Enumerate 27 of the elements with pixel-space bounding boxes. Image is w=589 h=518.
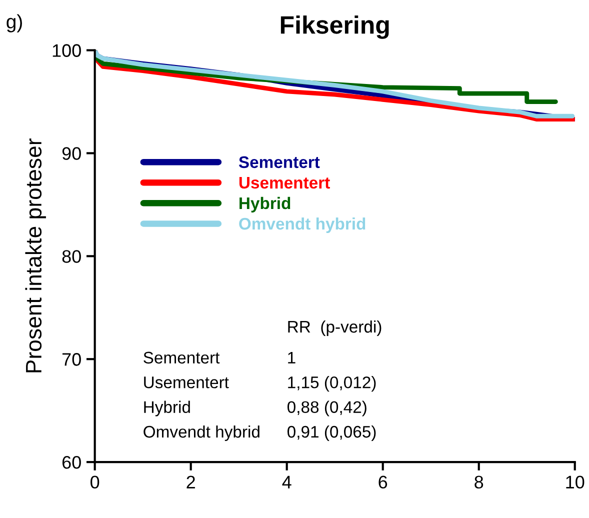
text: g) <box>6 14 22 32</box>
x-tick-label: 0 <box>90 476 100 489</box>
chart-title: Fiksering <box>280 15 389 39</box>
annotation: RR (p-verdi) <box>288 320 382 336</box>
y-tick-label: 100 <box>52 44 81 57</box>
annotation: 1,15 (0,012) <box>288 376 376 392</box>
x-tick-label: 8 <box>474 476 484 489</box>
y-tick-label: 90 <box>62 147 81 160</box>
legend-label: Hybrid <box>240 196 290 212</box>
annotation: Sementert <box>144 352 220 364</box>
annotation: Hybrid <box>144 400 190 416</box>
annotation: 0,88 (0,42) <box>287 400 366 416</box>
annotation: 1 <box>288 352 296 364</box>
annotation: Omvendt hybrid <box>144 425 260 441</box>
legend-label: Omvendt hybrid <box>239 217 366 233</box>
x-tick-label: 4 <box>282 476 292 488</box>
y-tick-label: 80 <box>62 250 81 263</box>
y-axis-title: Prosent intakte proteser <box>25 138 46 372</box>
x-tick-label: 10 <box>566 476 584 489</box>
annotation: 0,91 (0,065) <box>287 425 376 441</box>
annotation: Usementert <box>144 376 229 388</box>
y-tick-label: 60 <box>62 456 81 469</box>
x-tick-label: 2 <box>186 476 195 488</box>
y-tick-label: 70 <box>62 353 81 366</box>
legend-label: Usementert <box>239 176 330 189</box>
x-tick-label: 6 <box>378 476 388 489</box>
legend-label: Sementert <box>238 156 320 168</box>
